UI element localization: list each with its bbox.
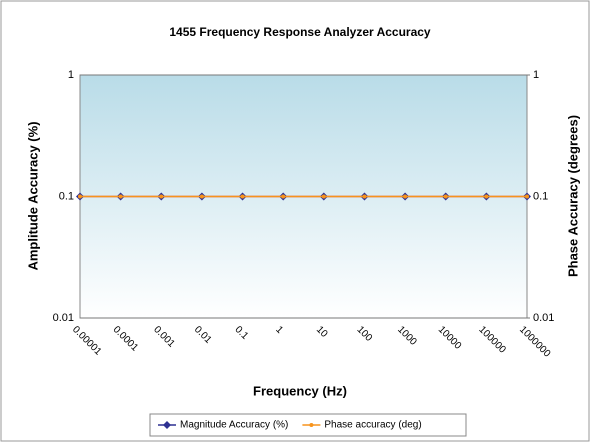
marker bbox=[281, 194, 286, 199]
marker bbox=[78, 194, 82, 199]
marker bbox=[240, 194, 245, 199]
marker bbox=[443, 194, 448, 199]
legend-label: Phase accuracy (deg) bbox=[324, 420, 421, 431]
marker bbox=[403, 194, 408, 199]
y2-axis-label: Phase Accuracy (degrees) bbox=[565, 115, 580, 277]
marker bbox=[159, 194, 164, 199]
y-axis-label: Amplitude Accuracy (%) bbox=[25, 121, 40, 270]
marker bbox=[525, 194, 529, 199]
y2-tick-label: 1 bbox=[533, 69, 539, 81]
chart-title: 1455 Frequency Response Analyzer Accurac… bbox=[169, 25, 431, 39]
y-tick-label: 0.01 bbox=[53, 312, 74, 324]
y-tick-label: 1 bbox=[68, 69, 74, 81]
legend-marker bbox=[163, 421, 171, 429]
marker bbox=[321, 194, 326, 199]
x-axis-label: Frequency (Hz) bbox=[253, 383, 347, 398]
legend-marker bbox=[309, 423, 314, 427]
legend-label: Magnitude Accuracy (%) bbox=[180, 420, 288, 431]
y2-tick-label: 0.01 bbox=[533, 312, 554, 324]
marker bbox=[362, 194, 367, 199]
marker bbox=[199, 194, 204, 199]
y2-tick-label: 0.1 bbox=[533, 190, 548, 202]
marker bbox=[118, 194, 123, 199]
marker bbox=[484, 194, 489, 199]
y-tick-label: 0.1 bbox=[59, 190, 74, 202]
